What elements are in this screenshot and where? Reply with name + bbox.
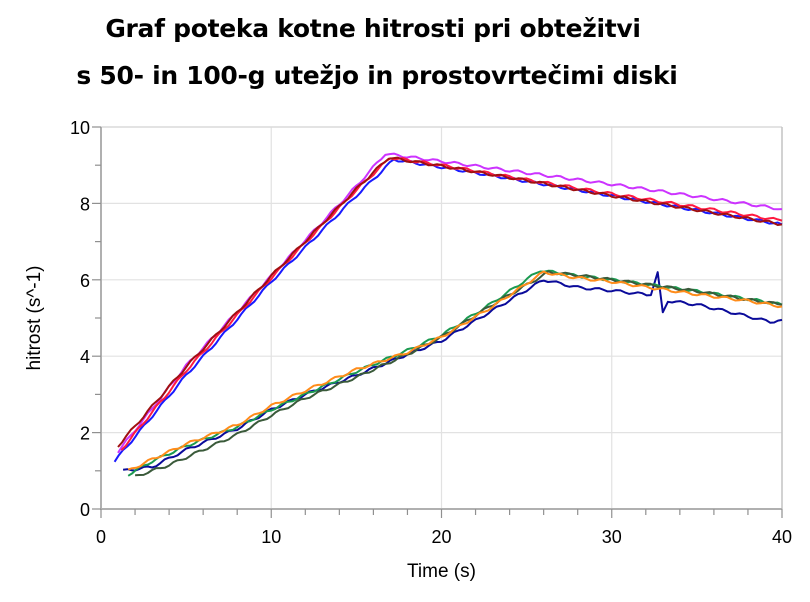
series-run-orange	[127, 270, 783, 471]
y-tick-label: 0	[80, 500, 90, 520]
chart-title-line-1: Graf poteka kotne hitrosti pri obtežitvi	[105, 14, 641, 43]
x-tick-label: 0	[96, 527, 106, 547]
x-tick-label: 20	[431, 527, 451, 547]
chart-title-line-2: s 50- in 100-g utežjo in prostovrtečimi …	[76, 61, 678, 90]
series-lines	[113, 152, 783, 477]
grid-lines	[101, 127, 782, 509]
y-axis-label: hitrost (s^-1)	[24, 266, 45, 371]
axis-ticks	[92, 126, 783, 518]
tick-labels: 0 10 20 30 40 0 2 4 6 8 10	[70, 118, 792, 547]
y-tick-label: 4	[80, 347, 90, 367]
x-tick-label: 10	[261, 527, 281, 547]
series-run-darkred	[117, 156, 783, 448]
series-run-blue	[113, 158, 783, 463]
y-tick-label: 10	[70, 118, 90, 138]
series-run-magenta	[117, 152, 783, 454]
x-tick-label: 40	[772, 527, 792, 547]
series-run-red	[120, 157, 783, 451]
x-axis-label: Time (s)	[407, 561, 476, 582]
x-tick-label: 30	[602, 527, 622, 547]
y-tick-label: 2	[80, 424, 90, 444]
y-tick-label: 6	[80, 271, 90, 291]
y-tick-label: 8	[80, 194, 90, 214]
